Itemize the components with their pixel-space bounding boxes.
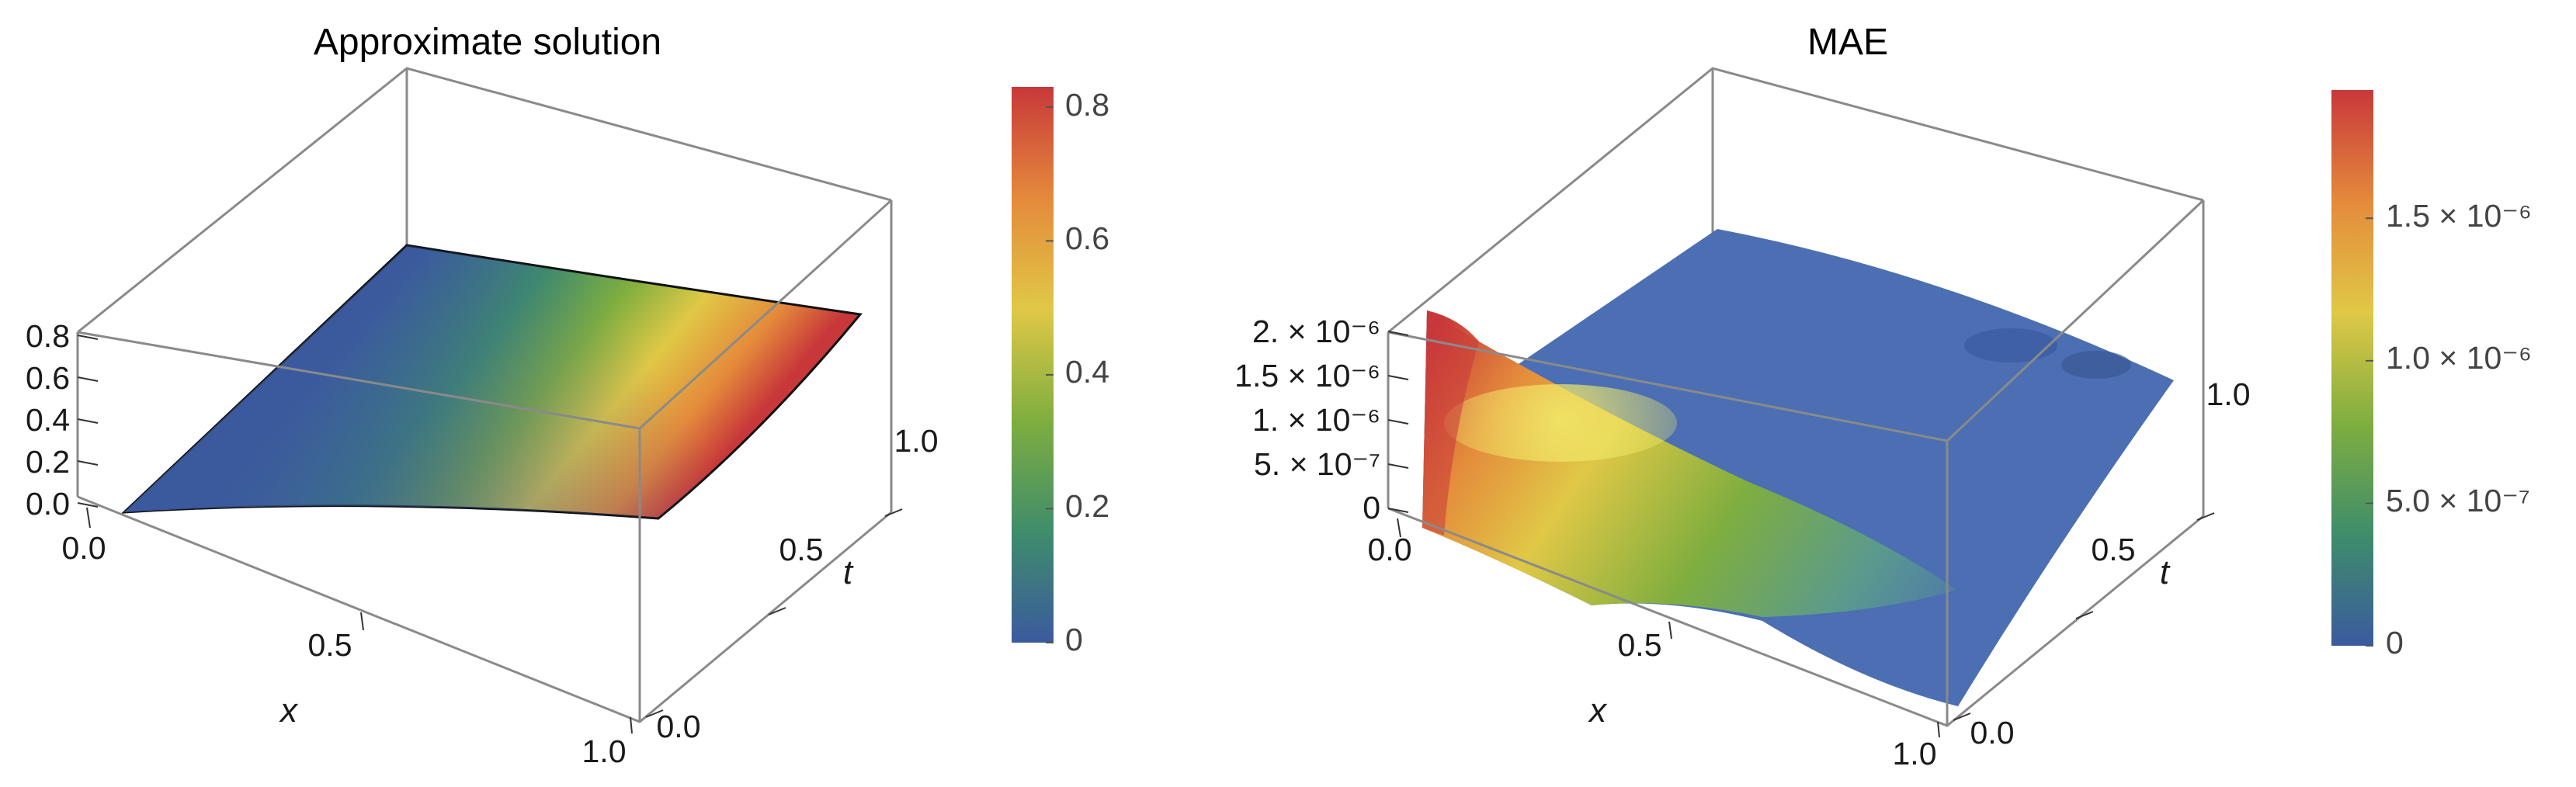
mae-z-tick-2: [1387, 419, 1409, 425]
mae-z-label-1: 5. × 10⁻⁷: [1254, 446, 1380, 482]
approx-t-tick-2: [884, 508, 903, 517]
mae-z-tick-4: [1387, 331, 1409, 336]
mae-z-tick-1: [1387, 463, 1409, 469]
approx-z-tick-4: [77, 335, 99, 340]
approx-t-label-0: 0.0: [657, 709, 701, 744]
approx-x-tick-0: [86, 507, 91, 529]
approx-x-label-0: 0.0: [62, 530, 106, 566]
mae-x-axis: 0.0 0.5 1.0 x: [1368, 518, 1940, 771]
approx-t-tick-1: [768, 607, 786, 615]
mae-z-label-3: 1.5 × 10⁻⁶: [1234, 358, 1380, 394]
approx-x-axis: 0.0 0.5 1.0 x: [62, 507, 633, 769]
mae-cb-label-3: 1.5 × 10⁻⁶: [2386, 198, 2532, 234]
approx-z-label-0: 0.0: [26, 486, 70, 522]
mae-x-label-2: 1.0: [1893, 736, 1937, 771]
approx-z-label-3: 0.6: [26, 360, 70, 396]
mae-z-label-4: 2. × 10⁻⁶: [1252, 314, 1380, 349]
mae-x-label-0: 0.0: [1368, 532, 1412, 567]
mae-t-label-1: 0.5: [2092, 532, 2136, 567]
mae-t-label-0: 0.0: [1970, 715, 2015, 751]
approx-x-label-1: 0.5: [308, 627, 352, 663]
mae-panel: MAE 0 5.: [1234, 22, 2532, 771]
mae-t-tick-1: [2075, 611, 2094, 619]
approx-z-tick-2: [77, 418, 99, 424]
approx-z-tick-1: [77, 460, 99, 466]
mae-z-label-2: 1. × 10⁻⁶: [1252, 402, 1380, 438]
approx-cb-label-4: 0.8: [1065, 87, 1109, 123]
mae-x-tick-0: [1397, 518, 1401, 538]
approx-z-tick-3: [77, 376, 99, 382]
mae-t-axis-name: t: [2160, 553, 2171, 591]
mae-cb-label-1: 5.0 × 10⁻⁷: [2386, 483, 2530, 518]
approx-x-tick-2: [630, 716, 633, 734]
mae-t-axis: 0.0 0.5 1.0 t: [1953, 376, 2251, 751]
approx-t-axis: 0.0 0.5 1.0 t: [645, 423, 939, 744]
mae-z-label-0: 0: [1363, 490, 1380, 525]
mae-surface-wall: [1422, 310, 1479, 536]
approx-z-label-1: 0.2: [26, 444, 70, 480]
mae-cb-label-0: 0: [2386, 625, 2404, 660]
approx-x-axis-name: x: [279, 692, 299, 730]
approx-t-label-1: 0.5: [779, 532, 824, 567]
mae-cb-label-2: 1.0 × 10⁻⁶: [2386, 340, 2532, 376]
approx-solution-panel: Approximate solution 0.0 0.2 0.4: [26, 22, 1109, 769]
approx-cb-label-0: 0: [1065, 622, 1083, 657]
mae-z-tick-3: [1387, 375, 1409, 380]
approx-z-axis: 0.0 0.2 0.4 0.6 0.8: [26, 318, 99, 522]
approx-t-tick-0: [645, 709, 664, 718]
approx-z-label-2: 0.4: [26, 402, 70, 438]
approx-t-label-2: 1.0: [894, 423, 939, 459]
approx-surface-shade: [124, 245, 860, 518]
mae-ridge-glow: [1444, 384, 1677, 462]
approx-z-tick-0: [77, 502, 99, 508]
mae-ripple-1: [1964, 328, 2057, 362]
approx-cb-label-1: 0.2: [1065, 488, 1109, 524]
mae-colorbar-gradient: [2331, 90, 2373, 646]
mae-t-label-2: 1.0: [2206, 376, 2251, 412]
mae-colorbar: 0 5.0 × 10⁻⁷ 1.0 × 10⁻⁶ 1.5 × 10⁻⁶: [2331, 90, 2532, 660]
approx-x-label-2: 1.0: [582, 733, 627, 769]
mae-x-tick-1: [1668, 621, 1672, 640]
approx-colorbar-gradient: [1012, 87, 1054, 643]
approx-box-back: [76, 67, 892, 497]
approx-x-tick-1: [360, 612, 364, 631]
mae-z-tick-0: [1387, 508, 1409, 513]
approx-t-axis-name: t: [843, 553, 854, 591]
mae-x-axis-name: x: [1588, 692, 1608, 730]
approx-title: Approximate solution: [314, 22, 661, 63]
mae-ripple-2: [2061, 351, 2131, 379]
approx-cb-label-2: 0.4: [1065, 354, 1109, 390]
mae-box-front: [1387, 199, 2205, 727]
approx-colorbar: 0 0.2 0.4 0.6 0.8: [1012, 87, 1109, 657]
approx-cb-label-3: 0.6: [1065, 220, 1109, 256]
approx-z-label-4: 0.8: [26, 318, 70, 354]
approx-box-front: [77, 199, 893, 723]
mae-t-tick-0: [1953, 712, 1971, 721]
mae-title: MAE: [1807, 22, 1888, 63]
mae-z-axis: 0 5. × 10⁻⁷ 1. × 10⁻⁶ 1.5 × 10⁻⁶ 2. × 10…: [1234, 314, 1409, 525]
mae-x-tick-2: [1937, 721, 1940, 738]
mae-x-label-1: 0.5: [1618, 627, 1662, 663]
mae-t-tick-2: [2196, 512, 2215, 521]
